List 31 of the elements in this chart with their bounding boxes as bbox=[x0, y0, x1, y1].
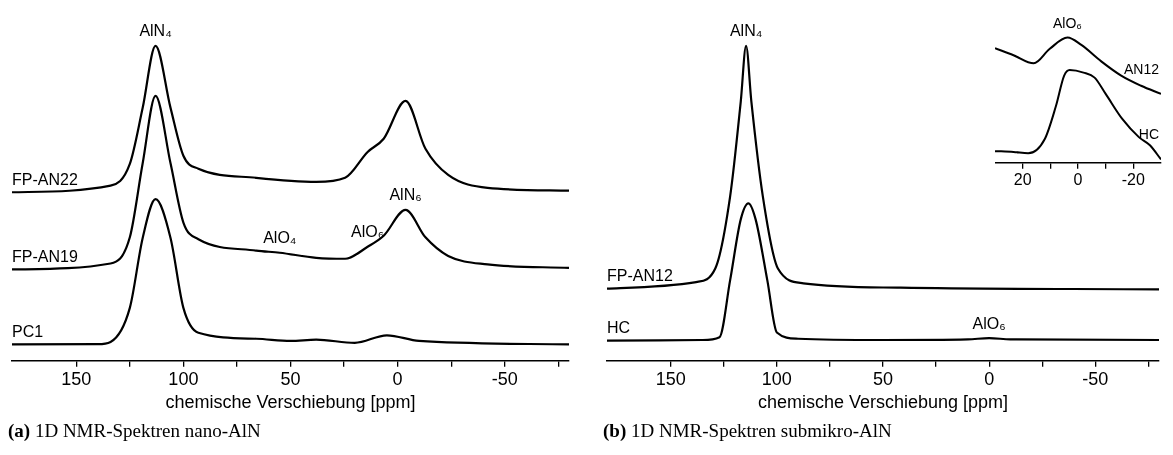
text: (b) 1D NMR-Spektren submikro-AlN bbox=[603, 420, 892, 441]
annotation: AlO₄ bbox=[263, 229, 297, 247]
x-tick-label: 0 bbox=[392, 368, 403, 389]
annotation: AlO₆ bbox=[1052, 15, 1082, 32]
x-tick-label: -50 bbox=[1082, 368, 1109, 389]
annotation: AlO₆ bbox=[351, 223, 385, 241]
series-label: FP-AN22 bbox=[12, 170, 78, 188]
series-label: FP-AN12 bbox=[607, 267, 673, 285]
x-tick-label: 20 bbox=[1013, 170, 1032, 188]
x-tick-label: -50 bbox=[491, 368, 518, 389]
x-tick-label: 50 bbox=[280, 368, 301, 389]
x-tick-label: 100 bbox=[761, 368, 792, 389]
x-tick-label: 50 bbox=[872, 368, 894, 389]
annotation: AlO₆ bbox=[972, 314, 1006, 332]
series-label: PC1 bbox=[12, 322, 44, 340]
series-label: FP-AN19 bbox=[12, 247, 78, 265]
x-tick-label: 0 bbox=[1073, 170, 1083, 188]
series-label: HC bbox=[1138, 126, 1159, 143]
text: (a) 1D NMR-Spektren nano-AlN bbox=[8, 420, 261, 441]
x-tick-label: 0 bbox=[984, 368, 995, 389]
x-tick-label: 150 bbox=[655, 368, 686, 389]
annotation: AlN₄ bbox=[139, 22, 172, 40]
series-label: HC bbox=[607, 319, 631, 337]
x-axis-title: chemische Verschiebung [ppm] bbox=[757, 392, 1009, 413]
x-tick-label: 100 bbox=[168, 368, 199, 389]
x-axis-title: chemische Verschiebung [ppm] bbox=[165, 392, 416, 413]
x-tick-label: -20 bbox=[1121, 170, 1145, 188]
x-tick-label: 150 bbox=[61, 368, 92, 389]
annotation: AlN₆ bbox=[389, 186, 422, 204]
annotation: AlN₄ bbox=[729, 22, 763, 40]
series-label: AN12 bbox=[1123, 60, 1160, 77]
